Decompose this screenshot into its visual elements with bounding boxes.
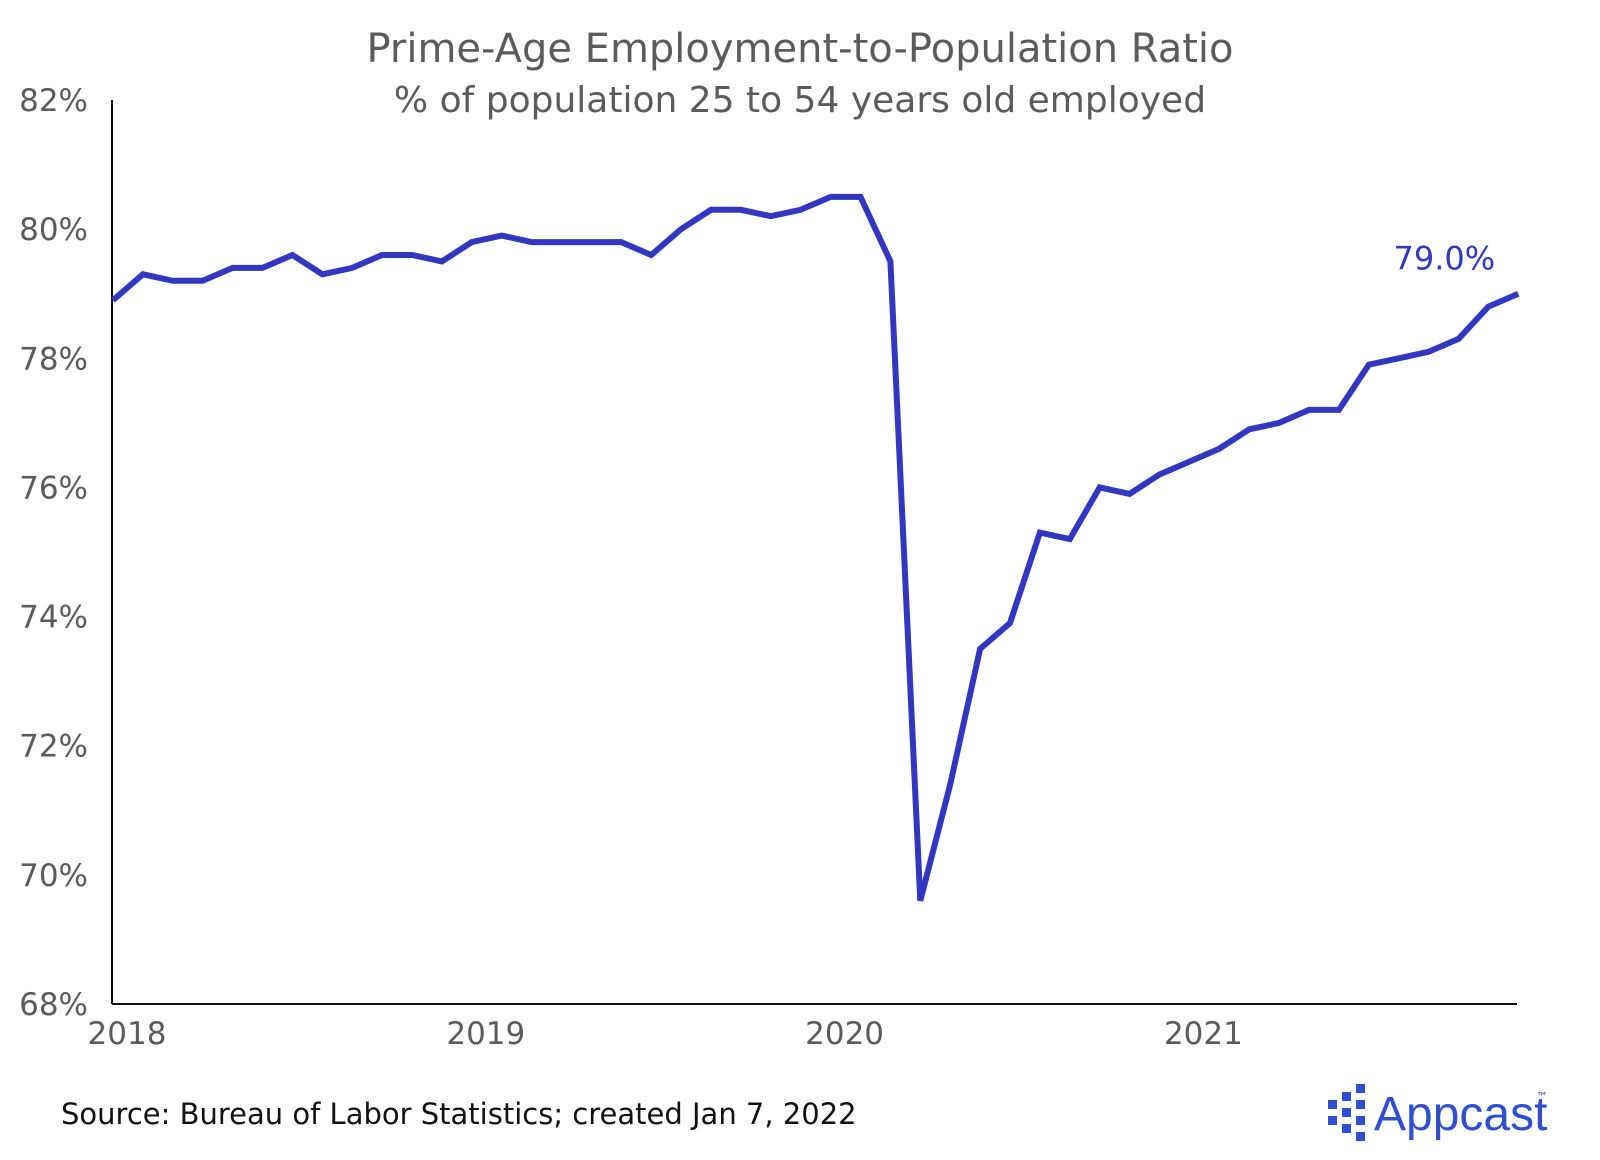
y-tick-label: 70% — [19, 858, 88, 894]
x-tick-label: 2019 — [446, 1016, 525, 1052]
logo-dot — [1328, 1116, 1337, 1125]
series-line — [111, 193, 1520, 902]
logo-dot — [1342, 1124, 1351, 1133]
series-layer — [111, 193, 1520, 902]
chart-title: Prime-Age Employment-to-Population Ratio — [366, 26, 1233, 72]
brand-name: Appcast — [1374, 1088, 1547, 1141]
y-tick-label: 72% — [19, 729, 88, 765]
appcast-dots-icon — [1328, 1084, 1365, 1141]
x-tick-label: 2020 — [805, 1016, 884, 1052]
x-axis-tick-labels: 2018 2019 2020 2021 — [88, 1016, 1243, 1052]
y-tick-label: 76% — [19, 470, 88, 506]
end-value-label: 79.0% — [1393, 240, 1495, 278]
appcast-logo: Appcast ™ — [1328, 1084, 1548, 1141]
y-tick-label: 82% — [19, 83, 88, 119]
x-tick-label: 2021 — [1164, 1016, 1243, 1052]
y-tick-label: 78% — [19, 341, 88, 377]
logo-dot — [1328, 1100, 1337, 1109]
source-note: Source: Bureau of Labor Statistics; crea… — [61, 1097, 857, 1131]
chart-subtitle: % of population 25 to 54 years old emplo… — [394, 80, 1206, 121]
y-tick-label: 74% — [19, 600, 88, 636]
brand-trademark: ™ — [1536, 1090, 1548, 1104]
logo-dot — [1356, 1100, 1365, 1109]
logo-dot — [1342, 1108, 1351, 1117]
logo-dot — [1356, 1084, 1365, 1093]
y-tick-label: 80% — [19, 212, 88, 248]
logo-dot — [1356, 1116, 1365, 1125]
logo-dot — [1342, 1092, 1351, 1101]
logo-dot — [1356, 1132, 1365, 1141]
y-tick-label: 68% — [19, 987, 88, 1023]
x-tick-label: 2018 — [88, 1016, 167, 1052]
y-axis-tick-labels: 68% 70% 72% 74% 76% 78% 80% 82% — [19, 83, 88, 1023]
